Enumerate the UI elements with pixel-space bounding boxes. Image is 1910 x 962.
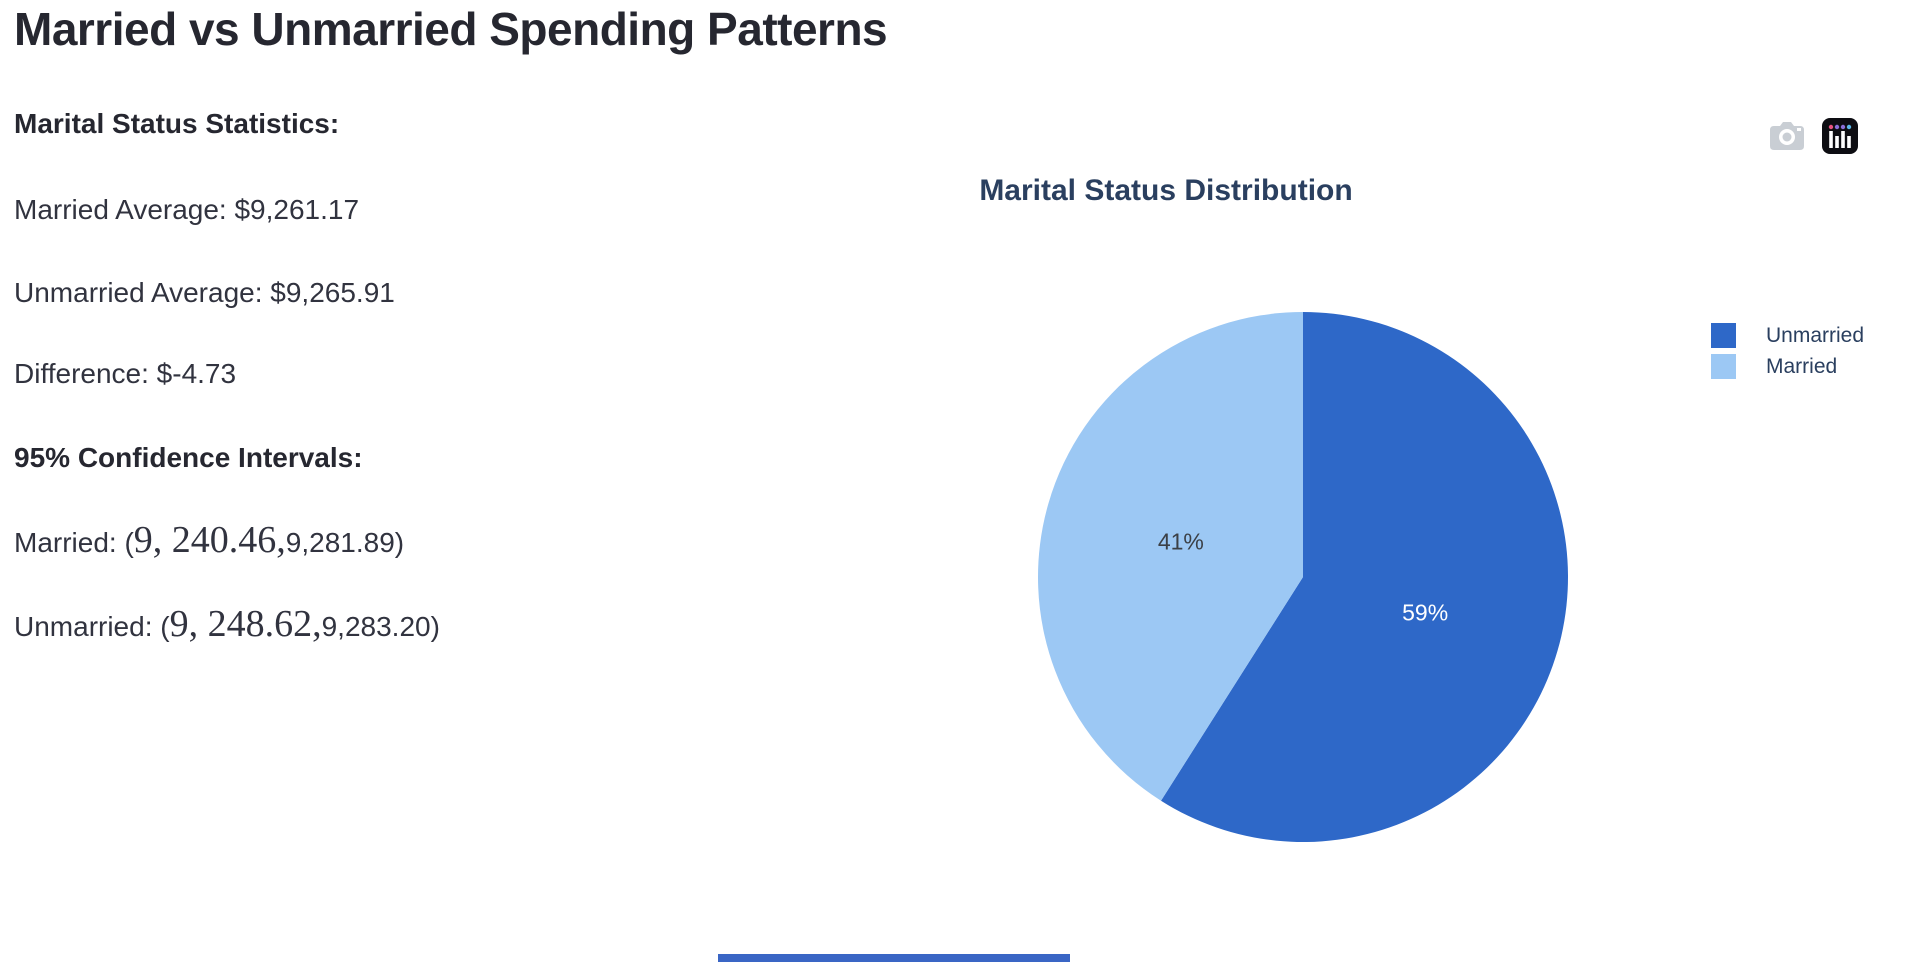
pie-chart: 59% 41%: [1038, 312, 1568, 842]
ci-unmarried-suffix: 9,283.20): [321, 611, 440, 642]
clipped-next-chart-edge: [718, 954, 1070, 962]
ci-unmarried-prefix: Unmarried: (: [14, 611, 170, 642]
stat-difference: Difference: $-4.73: [14, 358, 237, 389]
ci-unmarried-math: 9, 248.62,: [169, 603, 322, 645]
legend-swatch-unmarried: [1711, 323, 1736, 348]
ci-married-math: 9, 240.46,: [133, 519, 286, 561]
pie-slice-unmarried[interactable]: [1161, 312, 1568, 842]
slice-percent-label-unmarried: 59%: [1402, 599, 1448, 625]
ci-unmarried: Unmarried: (9, 248.62,9,283.20): [14, 602, 440, 646]
legend-label-married: Married: [1766, 354, 1838, 378]
stats-heading: Marital Status Statistics:: [14, 108, 340, 139]
legend-item-married[interactable]: Married: [1711, 351, 1864, 382]
page-title: Married vs Unmarried Spending Patterns: [14, 3, 888, 55]
camera-icon: [1770, 122, 1804, 150]
ci-married-suffix: 9,281.89): [285, 527, 405, 558]
legend-label-unmarried: Unmarried: [1766, 323, 1865, 347]
plotly-logo-button[interactable]: [1820, 116, 1860, 156]
ci-married: Married: (9, 240.46,9,281.89): [14, 518, 404, 562]
download-png-button[interactable]: [1768, 120, 1806, 152]
stat-unmarried-average: Unmarried Average: $9,265.91: [14, 277, 395, 308]
plotly-logo-icon: [1822, 118, 1858, 154]
chart-legend: Unmarried Married: [1711, 320, 1864, 382]
stat-married-average: Married Average: $9,261.17: [14, 194, 360, 225]
confidence-intervals-heading: 95% Confidence Intervals:: [14, 442, 363, 473]
chart-title: Marital Status Distribution: [979, 174, 1353, 207]
legend-swatch-married: [1711, 354, 1736, 379]
ci-married-prefix: Married: (: [14, 527, 134, 558]
pie-slice-married[interactable]: [1038, 312, 1303, 801]
legend-item-unmarried[interactable]: Unmarried: [1711, 320, 1864, 351]
slice-percent-label-married: 41%: [1158, 529, 1204, 555]
plotly-modebar: [1768, 116, 1860, 156]
